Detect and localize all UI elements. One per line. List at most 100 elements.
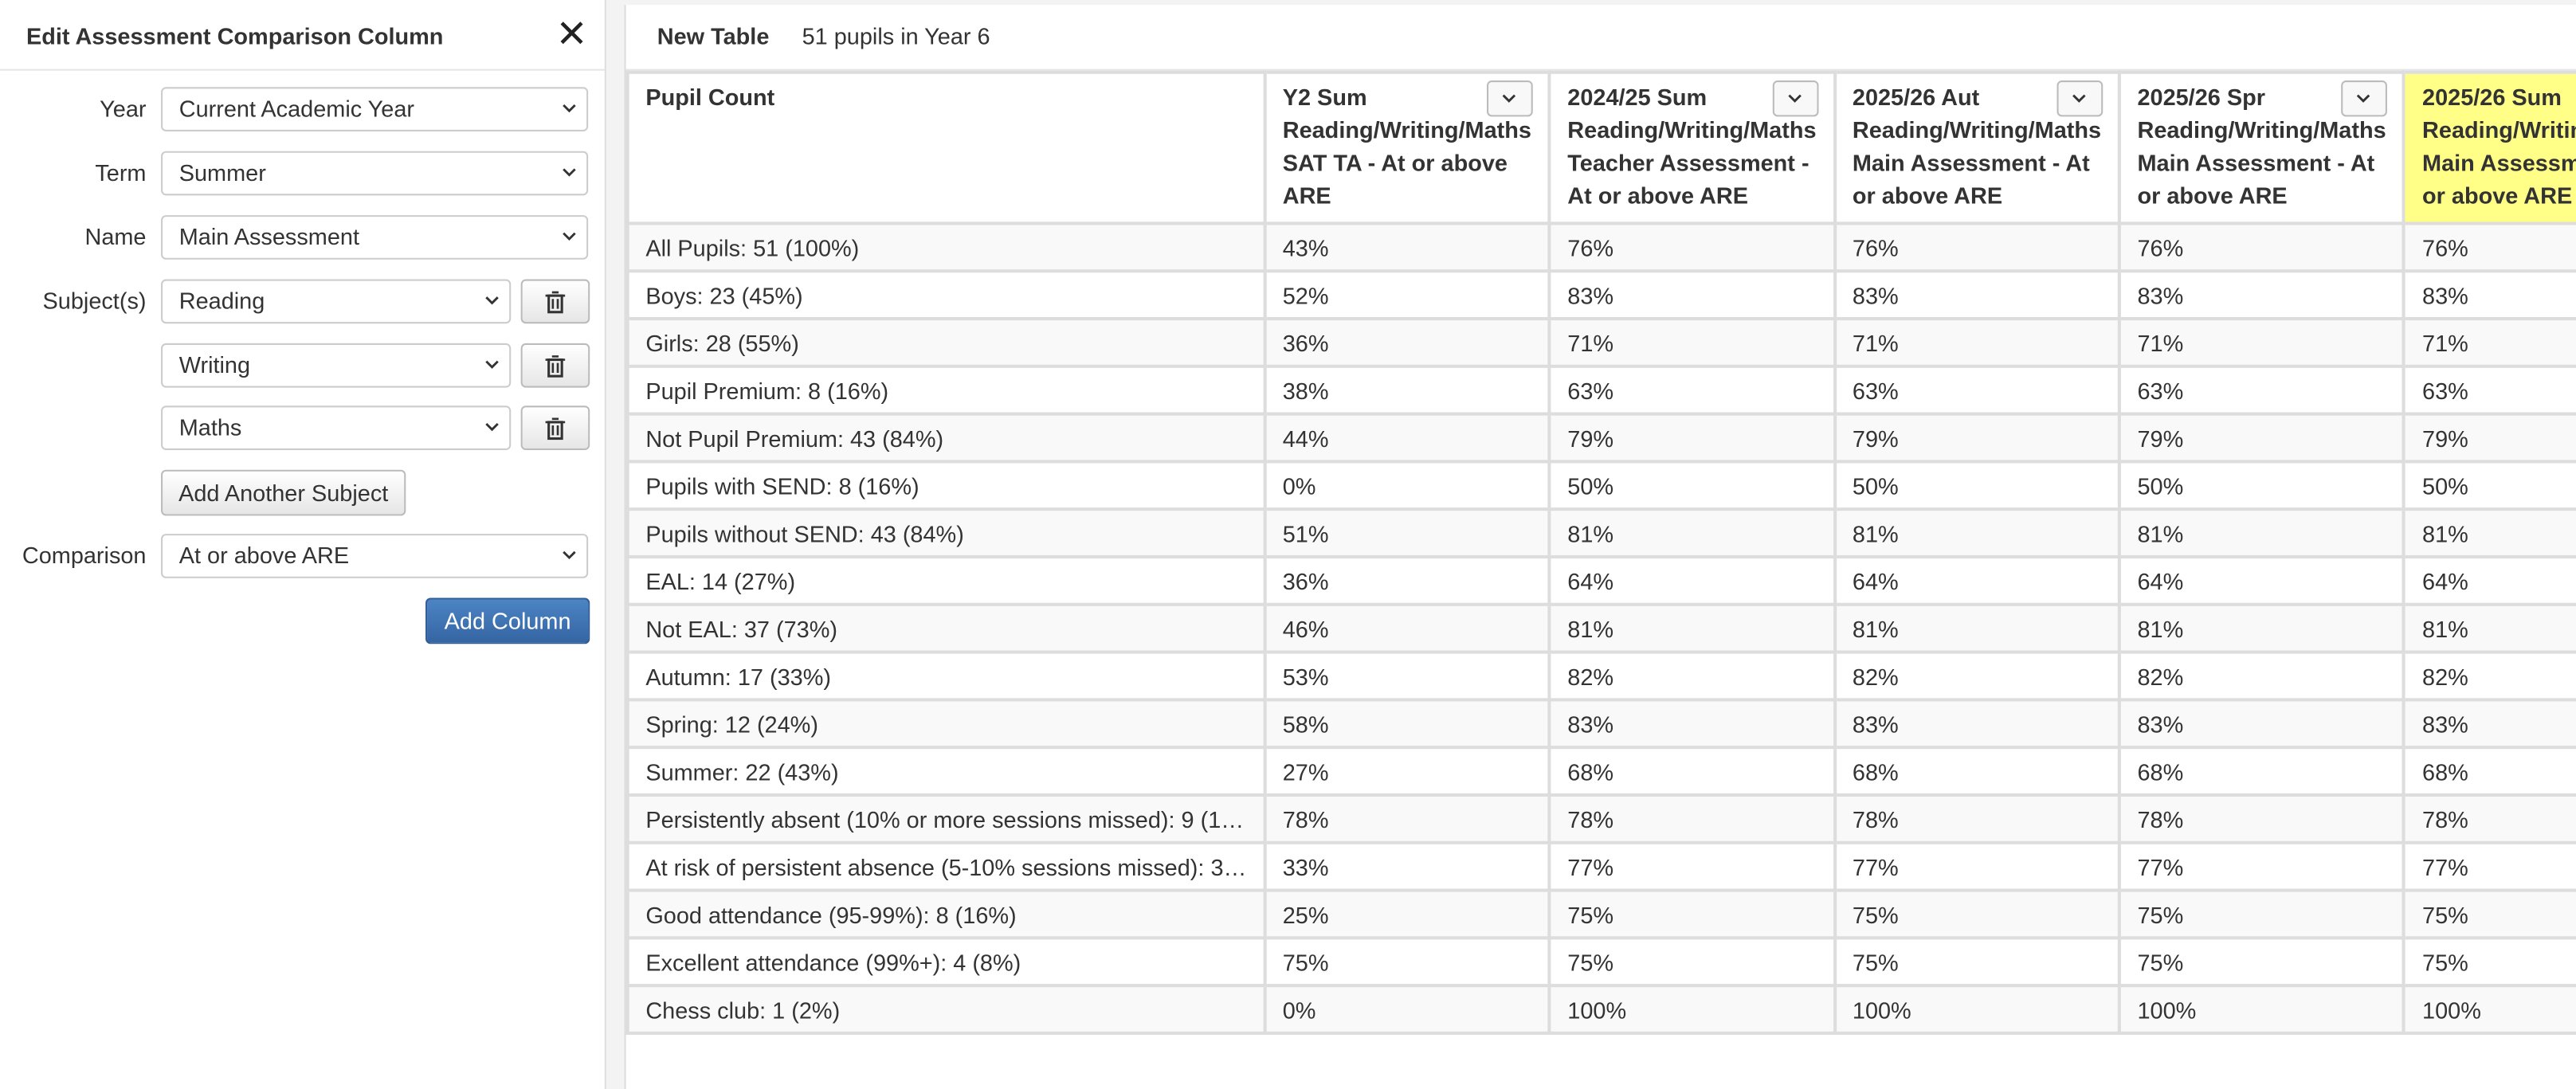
column-menu-button[interactable] [1487, 80, 1534, 117]
table-row: Persistently absent (10% or more session… [625, 793, 2576, 844]
cell: 68% [2117, 746, 2406, 797]
select[interactable]: Summer [161, 151, 589, 196]
cell: 33% [1262, 840, 1551, 892]
select[interactable]: Maths [161, 405, 512, 450]
cell: 83% [2117, 269, 2406, 321]
column-header-title: 2024/25 Sum [1567, 84, 1708, 111]
cell: 36% [1262, 316, 1551, 368]
cell: 76% [2402, 221, 2576, 273]
cell: 63% [1833, 364, 2121, 416]
delete-subject-button[interactable] [520, 342, 590, 387]
cell: 58% [1262, 698, 1551, 750]
cell: 44% [1262, 412, 1551, 464]
table-header: New Table 51 pupils in Year 6 [625, 5, 2576, 71]
cell: 81% [1547, 507, 1837, 559]
table-row: Girls: 28 (55%) 36% 71% 71% 71% 71% [625, 316, 2576, 368]
add-column-button[interactable]: Add Column [425, 597, 590, 644]
column-header-title: Y2 Sum [1282, 84, 1367, 111]
cell: 27% [1262, 746, 1551, 797]
cell: 79% [2402, 412, 2576, 464]
cell: 83% [1833, 698, 2121, 750]
select-value: Main Assessment [178, 223, 359, 250]
cell: 63% [1547, 364, 1837, 416]
row-label: Pupils with SEND: 8 (16%) [625, 460, 1267, 511]
cell: 82% [2117, 650, 2406, 702]
column-header-title: 2025/26 Aut [1852, 84, 1980, 111]
cell: 75% [2402, 888, 2576, 940]
cell: 78% [1833, 793, 2121, 844]
table-panel: New Table 51 pupils in Year 6 Pupil Count… [624, 5, 2576, 1089]
table-row: Autumn: 17 (33%) 53% 82% 82% 82% 82% [625, 650, 2576, 702]
cell: 79% [1833, 412, 2121, 464]
table-row: Pupils without SEND: 43 (84%) 51% 81% 81% 81… [625, 507, 2576, 559]
cell: 83% [1547, 698, 1837, 750]
column-menu-button[interactable] [2056, 80, 2104, 117]
row-label: Summer: 22 (43%) [625, 746, 1267, 797]
select-value: Writing [178, 351, 251, 378]
cell: 78% [2402, 793, 2576, 844]
add-subject-button[interactable]: Add Another Subject [161, 469, 406, 516]
table-row: Good attendance (95-99%): 8 (16%) 25% 75% 7… [625, 888, 2576, 940]
close-button[interactable] [560, 22, 583, 45]
cell: 71% [2402, 316, 2576, 368]
cell: 63% [2117, 364, 2406, 416]
row-label: Pupil Premium: 8 (16%) [625, 364, 1267, 416]
cell: 76% [1547, 221, 1837, 273]
cell: 75% [1262, 936, 1551, 988]
cell: 46% [1262, 602, 1551, 654]
cell: 50% [2117, 460, 2406, 511]
row-label: Persistently absent (10% or more session… [625, 793, 1267, 844]
cell: 64% [1547, 554, 1837, 606]
select[interactable]: Current Academic Year [161, 87, 589, 131]
column-header: Pupil Count [625, 70, 1267, 225]
row-label: All Pupils: 51 (100%) [625, 221, 1267, 273]
edit-panel: Edit Assessment Comparison Column Year Cu… [0, 0, 606, 1089]
row-label: EAL: 14 (27%) [625, 554, 1267, 606]
select-value: Current Academic Year [178, 95, 415, 122]
cell: 83% [2402, 269, 2576, 321]
row-label: Not EAL: 37 (73%) [625, 602, 1267, 654]
select[interactable]: Main Assessment [161, 215, 589, 260]
table-row: Boys: 23 (45%) 52% 83% 83% 83% 83% [625, 269, 2576, 321]
cell: 83% [2402, 698, 2576, 750]
comparison-table: Pupil Count Y2 Sum Reading/Writing/Maths S… [625, 70, 2576, 1035]
row-label: Autumn: 17 (33%) [625, 650, 1267, 702]
cell: 83% [2117, 698, 2406, 750]
table-row: Not EAL: 37 (73%) 46% 81% 81% 81% 81% [625, 602, 2576, 654]
cell: 75% [2117, 936, 2406, 988]
row-label: Boys: 23 (45%) [625, 269, 1267, 321]
select-value: Summer [178, 159, 266, 186]
table-row: Summer: 22 (43%) 27% 68% 68% 68% 68% [625, 746, 2576, 797]
cell: 75% [1547, 888, 1837, 940]
cell: 81% [1833, 602, 2121, 654]
cell: 82% [1833, 650, 2121, 702]
table-row: At risk of persistent absence (5-10% ses… [625, 840, 2576, 892]
cell: 68% [1547, 746, 1837, 797]
column-menu-button[interactable] [1771, 80, 1818, 117]
cell: 100% [1547, 984, 1837, 1035]
cell: 50% [2402, 460, 2576, 511]
column-menu-button[interactable] [2342, 80, 2388, 117]
row-label: Girls: 28 (55%) [625, 316, 1267, 368]
table-row: All Pupils: 51 (100%) 43% 76% 76% 76% 76% [625, 221, 2576, 273]
cell: 53% [1262, 650, 1551, 702]
cell: 77% [2402, 840, 2576, 892]
cell: 50% [1833, 460, 2121, 511]
cell: 76% [1833, 221, 2121, 273]
cell: 51% [1262, 507, 1551, 559]
select[interactable]: Writing [161, 342, 512, 387]
cell: 0% [1262, 460, 1551, 511]
column-header-detail: Reading/Writing/Maths Main Assessment - … [2422, 116, 2576, 209]
column-header-title: Pupil Count [645, 84, 775, 111]
cell: 71% [1833, 316, 2121, 368]
delete-subject-button[interactable] [520, 279, 590, 324]
column-header-detail: Reading/Writing/Maths Main Assessment - … [2137, 116, 2386, 209]
select[interactable]: Reading [161, 279, 512, 324]
cell: 64% [2117, 554, 2406, 606]
delete-subject-button[interactable] [520, 405, 590, 450]
panel-title: Edit Assessment Comparison Column [25, 22, 444, 49]
select[interactable]: At or above ARE [161, 534, 589, 578]
cell: 100% [1833, 984, 2121, 1035]
